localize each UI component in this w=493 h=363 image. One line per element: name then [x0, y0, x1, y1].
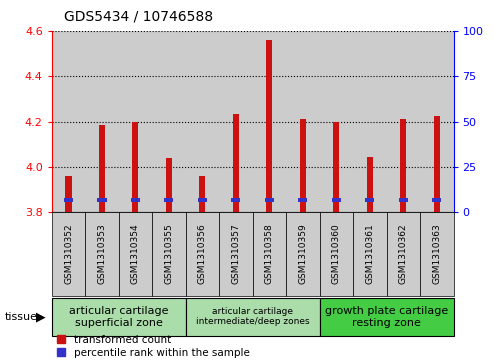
Bar — [365, 198, 374, 202]
Bar — [333, 122, 339, 212]
Text: ▶: ▶ — [35, 310, 45, 323]
Text: GSM1310359: GSM1310359 — [298, 224, 308, 285]
Bar — [186, 31, 219, 212]
Bar — [387, 31, 420, 212]
Bar — [66, 176, 71, 212]
Bar — [233, 114, 239, 212]
Text: articular cartilage
superficial zone: articular cartilage superficial zone — [69, 306, 169, 327]
Bar — [432, 198, 441, 202]
Bar — [64, 198, 73, 202]
Bar — [286, 31, 319, 212]
Text: GSM1310363: GSM1310363 — [432, 224, 441, 285]
Bar — [319, 31, 353, 212]
Text: tissue: tissue — [5, 312, 38, 322]
Text: GSM1310361: GSM1310361 — [365, 224, 374, 285]
Bar — [420, 31, 454, 212]
Bar — [399, 198, 408, 202]
Legend: transformed count, percentile rank within the sample: transformed count, percentile rank withi… — [57, 335, 249, 358]
Text: GSM1310358: GSM1310358 — [265, 224, 274, 285]
Text: growth plate cartilage
resting zone: growth plate cartilage resting zone — [325, 306, 448, 327]
Bar — [265, 198, 274, 202]
Bar — [166, 158, 172, 212]
Text: GSM1310354: GSM1310354 — [131, 224, 140, 285]
Bar — [119, 31, 152, 212]
Text: GSM1310362: GSM1310362 — [399, 224, 408, 285]
Bar — [152, 31, 186, 212]
Text: GSM1310360: GSM1310360 — [332, 224, 341, 285]
Bar — [198, 198, 207, 202]
Bar — [131, 198, 140, 202]
Bar — [434, 116, 440, 212]
Bar — [52, 31, 85, 212]
Bar — [353, 31, 387, 212]
Bar — [133, 122, 139, 212]
Bar — [85, 31, 119, 212]
Bar — [200, 176, 206, 212]
Bar — [298, 198, 308, 202]
Bar — [300, 119, 306, 212]
Bar — [231, 198, 241, 202]
Bar — [367, 157, 373, 212]
Text: GSM1310355: GSM1310355 — [165, 224, 174, 285]
Bar — [165, 198, 174, 202]
Text: GSM1310352: GSM1310352 — [64, 224, 73, 285]
Text: articular cartilage
intermediate/deep zones: articular cartilage intermediate/deep zo… — [196, 307, 310, 326]
Text: GDS5434 / 10746588: GDS5434 / 10746588 — [64, 9, 213, 23]
Bar — [219, 31, 252, 212]
Text: GSM1310356: GSM1310356 — [198, 224, 207, 285]
Bar — [400, 119, 406, 212]
Bar — [99, 125, 105, 212]
Text: GSM1310353: GSM1310353 — [98, 224, 106, 285]
Bar — [252, 31, 286, 212]
Bar — [98, 198, 106, 202]
Bar — [266, 40, 273, 212]
Text: GSM1310357: GSM1310357 — [231, 224, 241, 285]
Bar — [332, 198, 341, 202]
